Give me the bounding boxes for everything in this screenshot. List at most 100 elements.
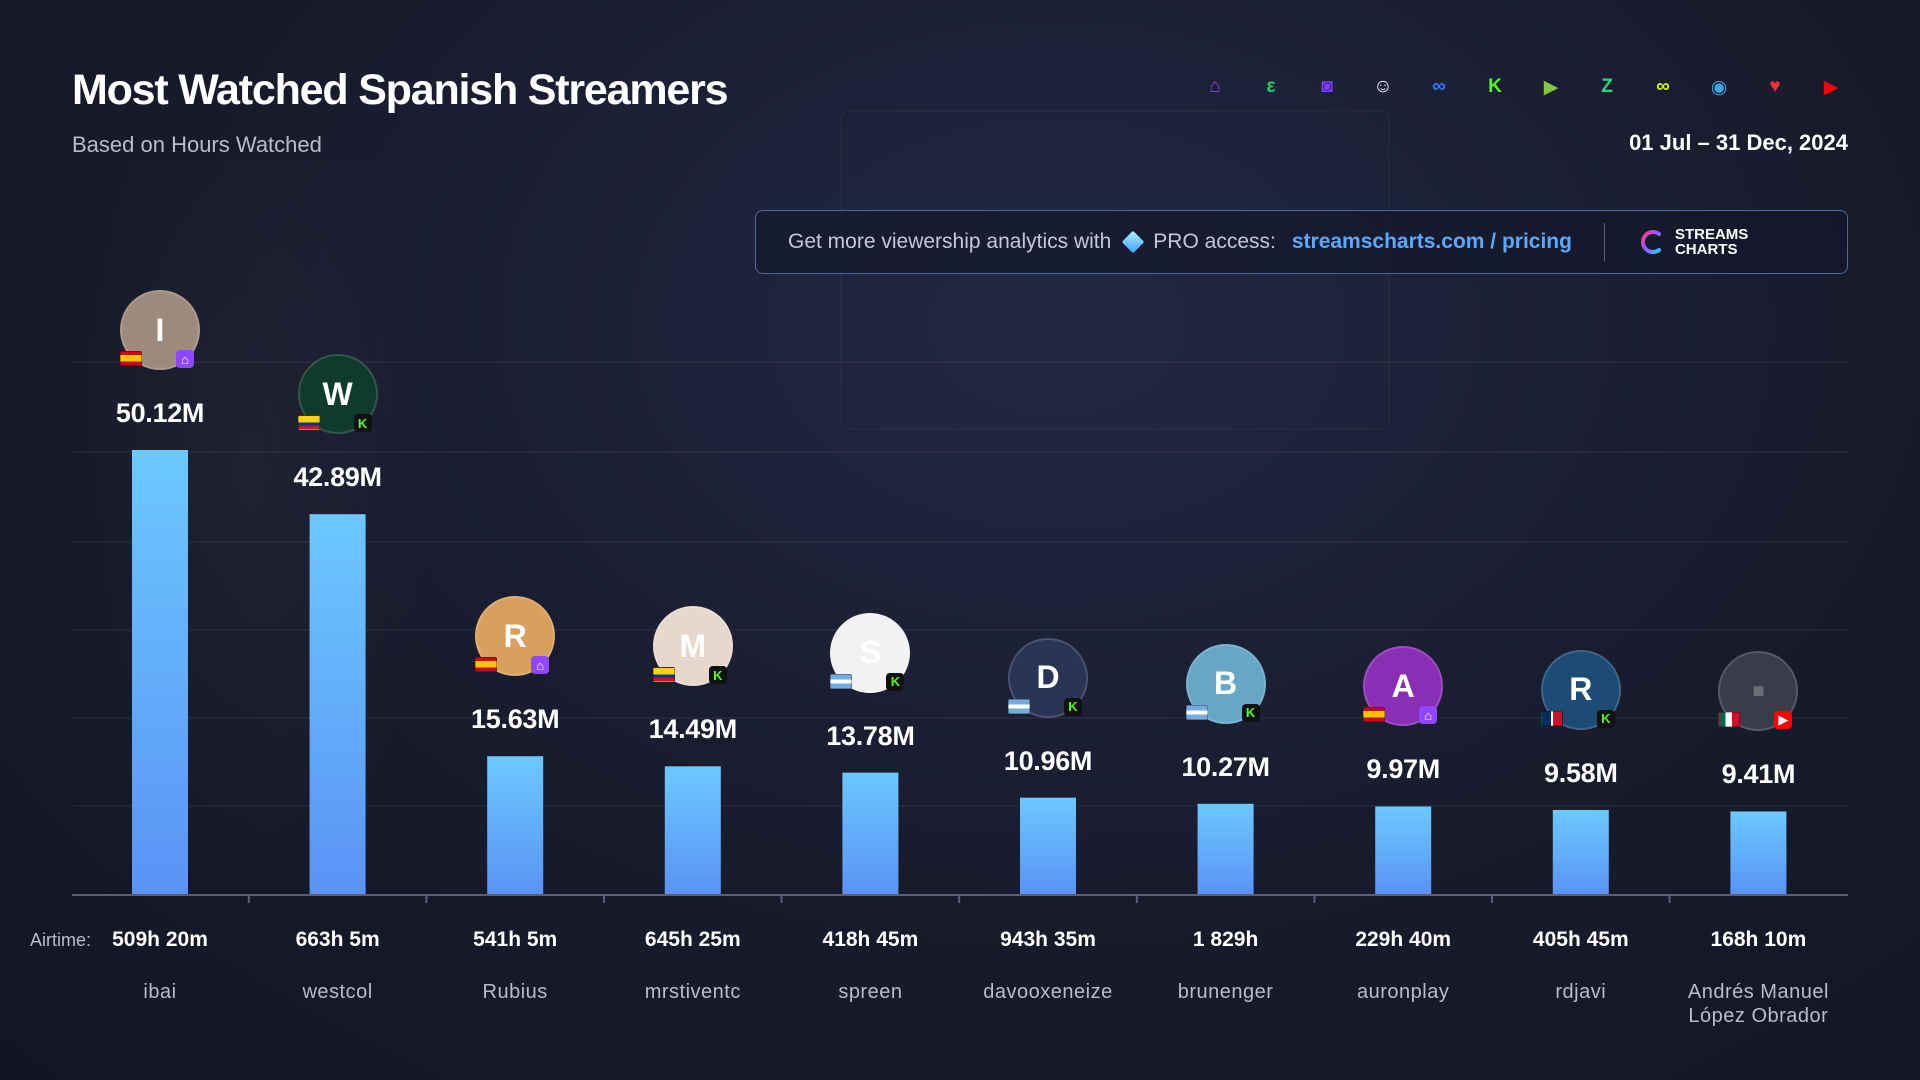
streamer-name[interactable]: ibai [143,981,177,1003]
streamscharts-logo-icon [1640,230,1661,254]
twitch-icon: ⌂ [1209,76,1221,97]
bar-5 [842,772,899,895]
bar-value-label: 50.12M [115,398,205,428]
airtime-value: 405h 45m [1532,928,1629,951]
bar-value-label: 9.97M [1366,754,1440,785]
kick-icon: K [708,666,727,685]
streamer-name[interactable]: davooxeneize [983,981,1113,1003]
bar-value-label: 9.41M [1721,759,1796,790]
country-flag-icon [1185,704,1208,720]
promo-pro-label: PRO access: [1153,230,1276,253]
rumble-icon: ▶ [1543,76,1559,98]
airtime-value: 943h 35m [1000,928,1096,951]
steam-icon: ◉ [1710,76,1728,98]
airtime-value: 229h 40m [1355,928,1452,951]
bar-value-label: 10.96M [1003,745,1093,776]
bar-value-label: 10.27M [1181,751,1270,782]
bar-4 [664,766,721,895]
bar-value-label: 14.49M [648,714,738,745]
streamer-name[interactable]: brunenger [1177,981,1274,1003]
avatar-initial: R [503,617,527,654]
bar-value-label: 9.58M [1544,757,1618,788]
bigo-icon: ☺ [1373,76,1393,97]
streamer-name[interactable]: westcol [302,981,373,1003]
avatar-initial: R [1569,671,1593,708]
avatar-initial: B [1214,665,1238,702]
kick-icon: K [1064,697,1082,716]
avatar-initial: S [859,634,882,671]
bar-7 [1197,803,1254,895]
streamer-name[interactable]: spreen [838,981,903,1003]
heart-icon: ♥ [1769,76,1781,97]
airtime-prefix: Airtime: [30,930,92,950]
country-flag-icon [1008,698,1030,714]
avatar-initial: W [322,375,353,412]
background-glow [60,160,440,940]
chart-title: Most Watched Spanish Streamers [72,66,729,114]
trovo-icon: ε [1266,76,1276,97]
avatar-initial: I [155,311,165,348]
streamer-avatar[interactable]: A ⌂ [1363,646,1444,727]
streamer-name[interactable]: rdjavi [1555,981,1607,1003]
airtime-value: 645h 25m [644,928,741,951]
country-flag-icon [297,415,320,431]
airtime-value: 541h 5m [473,928,558,951]
streamer-name[interactable]: auronplay [1357,981,1450,1003]
airtime-value: 509h 20m [112,928,208,951]
afreeca-icon: ∞ [1432,76,1446,97]
promo-divider [1603,223,1605,261]
bar-value-label: 13.78M [826,720,915,751]
bar-10 [1730,811,1787,895]
country-flag-icon [1363,707,1386,723]
youtube-icon: ▶ [1774,711,1793,730]
streamer-avatar[interactable]: ■ ▶ [1718,651,1799,732]
airtime-value: 663h 5m [295,928,380,951]
promo-text: Get more viewership analytics with [788,230,1112,253]
streamer-name[interactable]: Rubius [482,981,548,1003]
promo-banner[interactable]: Get more viewership analytics with PRO a… [755,210,1848,274]
streamer-avatar[interactable]: I ⌂ [120,290,200,370]
streamer-avatar[interactable]: R ⌂ [475,596,556,677]
streamscharts-logo[interactable]: STREAMS CHARTS [1635,226,1748,258]
country-flag-icon [652,667,675,683]
bar-9 [1552,809,1609,895]
avatar-initial: A [1391,667,1415,704]
bar-6 [1020,797,1076,895]
logo-line-1: STREAMS [1674,226,1749,243]
bar-value-label: 15.63M [471,704,560,735]
infinity-icon: ∞ [1656,76,1670,97]
streamer-name[interactable]: Andrés Manuel López Obrador [1687,981,1829,1027]
kick-icon: K [886,672,905,691]
streamer-name[interactable]: mrstiventc [644,981,741,1003]
bar-8 [1375,806,1432,895]
kick-icon: K [353,414,372,433]
youtube-icon: ▶ [1823,76,1839,98]
airtime-value: 168h 10m [1710,928,1807,951]
kick-icon: K [1488,76,1502,97]
date-range: 01 Jul – 31 Dec, 2024 [1629,130,1848,155]
kick-icon: K [1596,709,1615,728]
zhanqi-icon: Z [1601,76,1613,97]
avatar-initial: M [679,627,707,664]
kick-icon: K [1241,703,1260,722]
vkplay-icon: ◙ [1321,76,1333,97]
bar-value-label: 42.89M [293,462,382,493]
twitch-icon: ⌂ [531,656,550,675]
twitch-icon: ⌂ [176,350,194,368]
country-flag-icon [475,657,498,673]
avatar-initial: D [1036,659,1060,696]
pricing-link[interactable]: streamscharts.com / pricing [1291,230,1572,253]
logo-line-2: CHARTS [1674,241,1738,258]
bar-2 [309,514,366,895]
chart-subtitle: Based on Hours Watched [72,132,322,157]
country-flag-icon [1718,712,1741,728]
platform-icons: ⌂ ε ◙ ☺ ∞ K ▶ Z ∞ ◉ ♥ ▶ [1198,70,1848,104]
bar-1 [132,450,188,895]
